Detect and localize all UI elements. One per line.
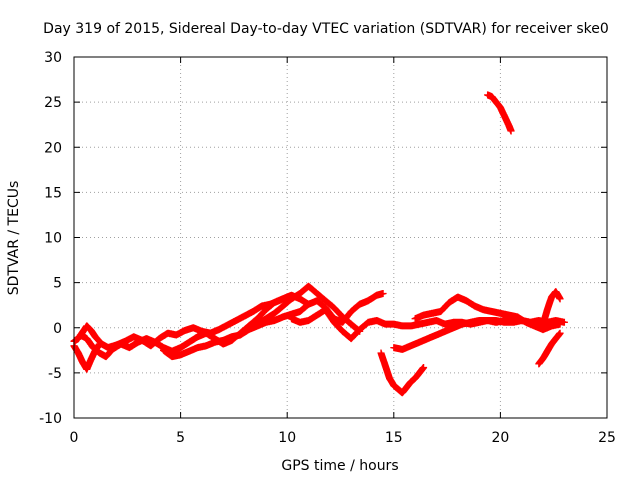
- x-tick-label: 20: [491, 430, 509, 446]
- data-point-markers: [535, 329, 564, 368]
- chart-title: Day 319 of 2015, Sidereal Day-to-day VTE…: [43, 21, 609, 37]
- x-tick-label: 5: [176, 430, 185, 446]
- y-tick-label: 5: [53, 276, 62, 292]
- data-points: [70, 91, 568, 397]
- data-point-markers: [411, 293, 564, 334]
- grid-lines: [74, 57, 607, 418]
- y-tick-label: 20: [44, 140, 62, 156]
- x-tick-label: 0: [70, 430, 79, 446]
- y-tick-label: 15: [44, 185, 62, 201]
- y-tick-label: 25: [44, 95, 62, 111]
- x-tick-label: 15: [385, 430, 403, 446]
- y-tick-label: 30: [44, 50, 62, 66]
- axis-ticks: [73, 56, 608, 419]
- x-tick-labels: 0 5 10 15 20 25: [70, 430, 616, 446]
- series-arc-11: [539, 288, 564, 328]
- series-arc-9: [411, 293, 564, 334]
- y-axis-label: SDTVAR / TECUs: [6, 181, 22, 296]
- series-arc-7: [377, 349, 428, 397]
- y-tick-label: 10: [44, 231, 62, 247]
- data-point-markers: [377, 349, 428, 397]
- data-point-markers: [245, 282, 364, 335]
- y-tick-label: -5: [48, 366, 62, 382]
- x-tick-label: 25: [598, 430, 616, 446]
- data-point-markers: [484, 91, 515, 135]
- y-tick-label: -10: [39, 411, 62, 427]
- data-point-markers: [539, 288, 564, 328]
- series-arc-5: [245, 282, 364, 335]
- x-axis-label: GPS time / hours: [281, 458, 398, 474]
- y-tick-labels: -10 -5 0 5 10 15 20 25 30: [39, 50, 62, 427]
- series-arc-12: [484, 91, 515, 135]
- x-tick-label: 10: [278, 430, 296, 446]
- y-tick-label: 0: [53, 321, 62, 337]
- series-arc-10: [535, 329, 564, 368]
